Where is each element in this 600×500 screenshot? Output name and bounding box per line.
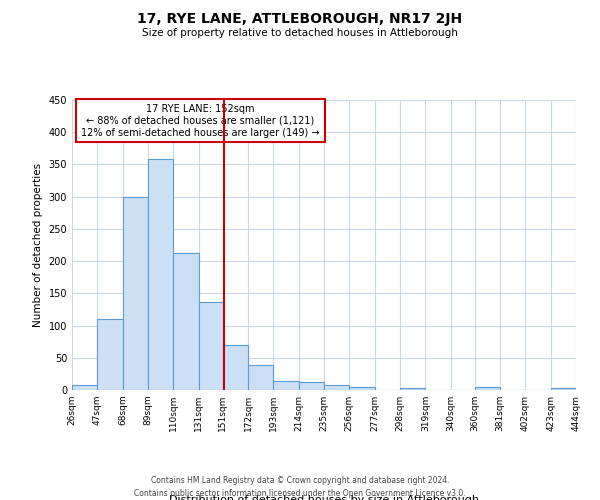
- Bar: [475, 387, 500, 390]
- X-axis label: Distribution of detached houses by size in Attleborough: Distribution of detached houses by size …: [169, 495, 479, 500]
- Bar: [223, 345, 248, 390]
- Bar: [173, 252, 199, 390]
- Bar: [349, 387, 374, 390]
- Text: 17, RYE LANE, ATTLEBOROUGH, NR17 2JH: 17, RYE LANE, ATTLEBOROUGH, NR17 2JH: [137, 12, 463, 26]
- Text: Contains HM Land Registry data © Crown copyright and database right 2024.
Contai: Contains HM Land Registry data © Crown c…: [134, 476, 466, 498]
- Bar: [299, 382, 324, 390]
- Bar: [122, 196, 148, 390]
- Bar: [551, 388, 576, 390]
- Y-axis label: Number of detached properties: Number of detached properties: [33, 163, 43, 327]
- Bar: [274, 381, 299, 390]
- Text: Size of property relative to detached houses in Attleborough: Size of property relative to detached ho…: [142, 28, 458, 38]
- Bar: [199, 302, 223, 390]
- Text: 17 RYE LANE: 152sqm
← 88% of detached houses are smaller (1,121)
12% of semi-det: 17 RYE LANE: 152sqm ← 88% of detached ho…: [81, 104, 320, 138]
- Bar: [400, 388, 425, 390]
- Bar: [97, 319, 122, 390]
- Bar: [72, 385, 97, 390]
- Bar: [324, 386, 349, 390]
- Bar: [248, 365, 274, 390]
- Bar: [148, 160, 173, 390]
